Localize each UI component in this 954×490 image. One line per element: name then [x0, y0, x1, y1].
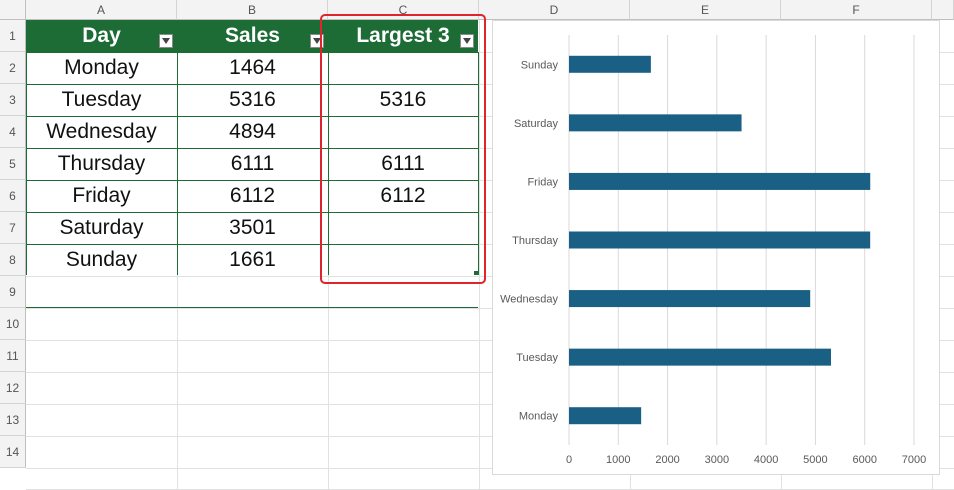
grid-line [26, 436, 954, 437]
y-category-label: Friday [527, 176, 558, 188]
header-day[interactable]: Day [26, 20, 177, 52]
column-header-f[interactable]: F [781, 0, 932, 20]
table-border [26, 212, 478, 213]
row-header-9[interactable]: 9 [0, 276, 26, 308]
x-tick-label: 3000 [705, 454, 729, 466]
row-header-11[interactable]: 11 [0, 340, 26, 372]
cell-day[interactable]: Wednesday [46, 120, 157, 143]
y-category-label: Monday [519, 411, 559, 423]
row-header-5[interactable]: 5 [0, 148, 26, 180]
table-border [328, 52, 329, 275]
bar-wednesday[interactable] [569, 290, 811, 308]
cell-day[interactable]: Thursday [57, 152, 146, 175]
bar-friday[interactable] [569, 172, 871, 190]
row-header-14[interactable]: 14 [0, 436, 26, 468]
row-header-3[interactable]: 3 [0, 84, 26, 116]
header-largest-3[interactable]: Largest 3 [328, 20, 478, 52]
cell-day[interactable]: Friday [72, 184, 131, 207]
select-all-corner[interactable] [0, 0, 26, 20]
y-category-label: Tuesday [516, 352, 558, 364]
x-tick-label: 2000 [655, 454, 679, 466]
x-tick-label: 5000 [803, 454, 827, 466]
grid-line [26, 212, 954, 213]
table-border [26, 52, 478, 53]
grid-line [479, 20, 480, 489]
cell-day[interactable]: Sunday [65, 248, 138, 271]
column-header-e[interactable]: E [630, 0, 781, 20]
grid-line [26, 308, 954, 309]
header-sales-label: Sales [225, 24, 280, 47]
grid-line [26, 276, 954, 277]
cell-largest[interactable]: 6112 [380, 184, 426, 207]
x-tick-label: 6000 [852, 454, 876, 466]
cell-sales[interactable]: 6111 [230, 152, 275, 175]
table-border [26, 180, 478, 181]
grid-line [26, 180, 954, 181]
cell-sales[interactable]: 1661 [229, 248, 276, 271]
row-header-6[interactable]: 6 [0, 180, 26, 212]
bar-sunday[interactable] [569, 55, 651, 73]
y-category-label: Wednesday [500, 294, 558, 306]
grid-line [26, 84, 954, 85]
grid-line [26, 468, 954, 469]
table-border [26, 148, 478, 149]
header-largest-3-label: Largest 3 [356, 24, 450, 47]
chart-svg: 0 1000 2000 3000 4000 5000 6000 7000 Monday Tuesd… [500, 35, 926, 466]
row-header-12[interactable]: 12 [0, 372, 26, 404]
row-header-8[interactable]: 8 [0, 244, 26, 276]
y-category-label: Sunday [521, 59, 559, 71]
column-header-partial[interactable] [932, 0, 954, 20]
cell-sales[interactable]: 1464 [229, 56, 276, 79]
x-tick-label: 0 [566, 454, 572, 466]
grid-line [26, 372, 954, 373]
grid-line [26, 148, 954, 149]
cell-sales[interactable]: 3501 [229, 216, 276, 239]
x-tick-label: 7000 [902, 454, 926, 466]
header-sales[interactable]: Sales [177, 20, 328, 52]
bar-tuesday[interactable] [569, 348, 832, 366]
row-header-10[interactable]: 10 [0, 308, 26, 340]
row-header-13[interactable]: 13 [0, 404, 26, 436]
table-border [26, 244, 478, 245]
table-border [177, 52, 178, 275]
cell-day[interactable]: Monday [64, 56, 139, 79]
column-header-a[interactable]: A [26, 0, 177, 20]
row-header-1[interactable]: 1 [0, 20, 26, 52]
y-category-label: Saturday [514, 118, 559, 130]
cell-sales[interactable]: 5316 [229, 88, 276, 111]
row-header-4[interactable]: 4 [0, 116, 26, 148]
table-resize-handle[interactable] [474, 271, 478, 275]
column-header-b[interactable]: B [177, 0, 328, 20]
bar-thursday[interactable] [569, 231, 871, 249]
bar-saturday[interactable] [569, 114, 742, 132]
header-day-label: Day [82, 24, 121, 47]
cell-largest[interactable]: 6111 [381, 152, 425, 175]
grid-line [26, 340, 954, 341]
x-tick-label: 4000 [754, 454, 778, 466]
grid-line [26, 244, 954, 245]
table-border [26, 84, 478, 85]
bar-monday[interactable] [569, 407, 642, 425]
row-header-2[interactable]: 2 [0, 52, 26, 84]
x-tick-label: 1000 [606, 454, 630, 466]
grid-line [26, 116, 954, 117]
y-category-label: Thursday [512, 235, 558, 247]
filter-dropdown-icon[interactable] [460, 34, 474, 48]
table-border [26, 116, 478, 117]
filter-dropdown-icon[interactable] [159, 34, 173, 48]
table-border [26, 307, 478, 308]
row-header-7[interactable]: 7 [0, 212, 26, 244]
grid-line [26, 404, 954, 405]
bar-chart[interactable]: 0 1000 2000 3000 4000 5000 6000 7000 Monday Tuesd… [492, 20, 940, 475]
cell-sales[interactable]: 4894 [229, 120, 276, 143]
table-border [26, 52, 27, 275]
cell-sales[interactable]: 6112 [229, 184, 276, 207]
cell-day[interactable]: Tuesday [61, 88, 142, 111]
grid-line [26, 52, 954, 53]
cell-day[interactable]: Saturday [59, 216, 144, 239]
table-border [478, 52, 479, 275]
cell-largest[interactable]: 5316 [379, 88, 427, 111]
selection-outline [320, 14, 486, 284]
column-header-d[interactable]: D [479, 0, 630, 20]
